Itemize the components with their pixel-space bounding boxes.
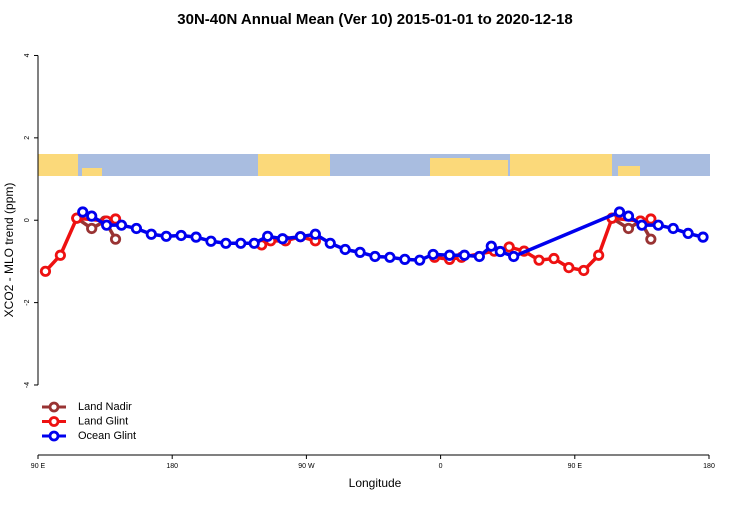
data-point [384, 251, 396, 263]
data-point [613, 206, 626, 218]
data-point [100, 219, 113, 231]
x-tick-label: 90 W [298, 463, 315, 470]
data-point [262, 230, 274, 242]
data-point [77, 206, 89, 218]
data-point [427, 248, 439, 261]
chart-title: 30N-40N Annual Mean (Ver 10) 2015-01-01 … [177, 11, 572, 28]
data-point [205, 235, 217, 247]
legend-marker [48, 416, 60, 427]
data-point [145, 228, 157, 240]
x-axis-label: Longitude [349, 476, 402, 490]
data-point [563, 261, 575, 274]
data-point [86, 210, 98, 222]
legend-marker [48, 430, 60, 442]
x-tick-label: 180 [703, 463, 715, 470]
data-point [130, 222, 143, 235]
legend: Land Nadir Land Glint Ocean Glint [42, 401, 136, 442]
data-point [115, 219, 128, 231]
legend-marker [48, 401, 60, 413]
data-point [190, 231, 202, 243]
x-tick-label: 0 [439, 463, 443, 470]
data-point [622, 222, 635, 235]
data-point [503, 241, 515, 253]
y-axis-label: XCO2 - MLO trend (ppm) [2, 183, 16, 318]
series-line [75, 216, 653, 241]
data-point [276, 233, 289, 245]
data-point [667, 222, 679, 235]
data-point [443, 249, 456, 261]
data-point [160, 230, 172, 242]
data-point [248, 237, 260, 249]
x-tick-label: 90 E [568, 463, 583, 470]
y-tick-label: 4 [24, 53, 31, 57]
data-point [473, 250, 485, 263]
data-point [652, 219, 664, 231]
y-tick-label: -2 [24, 299, 31, 305]
data-point [309, 228, 321, 240]
legend-label: Ocean Glint [78, 430, 136, 442]
data-point [645, 213, 657, 225]
y-tick-label: 2 [24, 136, 31, 140]
x-tick-label: 90 E [31, 463, 46, 470]
data-point [578, 264, 590, 277]
data-point [485, 240, 497, 252]
data-point [369, 250, 381, 263]
data-point [235, 237, 247, 249]
data-point [220, 237, 232, 249]
series [77, 206, 709, 266]
data-point [54, 249, 66, 261]
data-point [354, 246, 366, 258]
data-point [458, 249, 471, 261]
data-point [294, 231, 307, 243]
data-point [682, 227, 694, 240]
data-point [508, 250, 520, 263]
data-point [39, 265, 52, 277]
legend-label: Land Nadir [78, 401, 132, 413]
x-tick-label: 180 [166, 463, 178, 470]
data-point [414, 254, 426, 266]
data-point [399, 253, 411, 265]
data-point [175, 229, 187, 242]
y-tick-label: 0 [24, 218, 31, 222]
y-tick-label: -4 [24, 382, 31, 388]
data-point [593, 249, 605, 261]
data-point [339, 243, 351, 256]
legend-label: Land Glint [78, 415, 128, 427]
data-point [636, 219, 648, 231]
data-point [622, 210, 635, 222]
data-point [109, 213, 122, 225]
data-point [324, 237, 336, 249]
data-point [645, 233, 657, 245]
data-point [533, 254, 545, 266]
data-point [86, 222, 98, 235]
data-point [109, 233, 122, 245]
data-point [494, 245, 506, 258]
data-point [71, 212, 83, 224]
map-strip [38, 154, 710, 176]
data-point [548, 252, 560, 265]
data-point [697, 231, 709, 243]
